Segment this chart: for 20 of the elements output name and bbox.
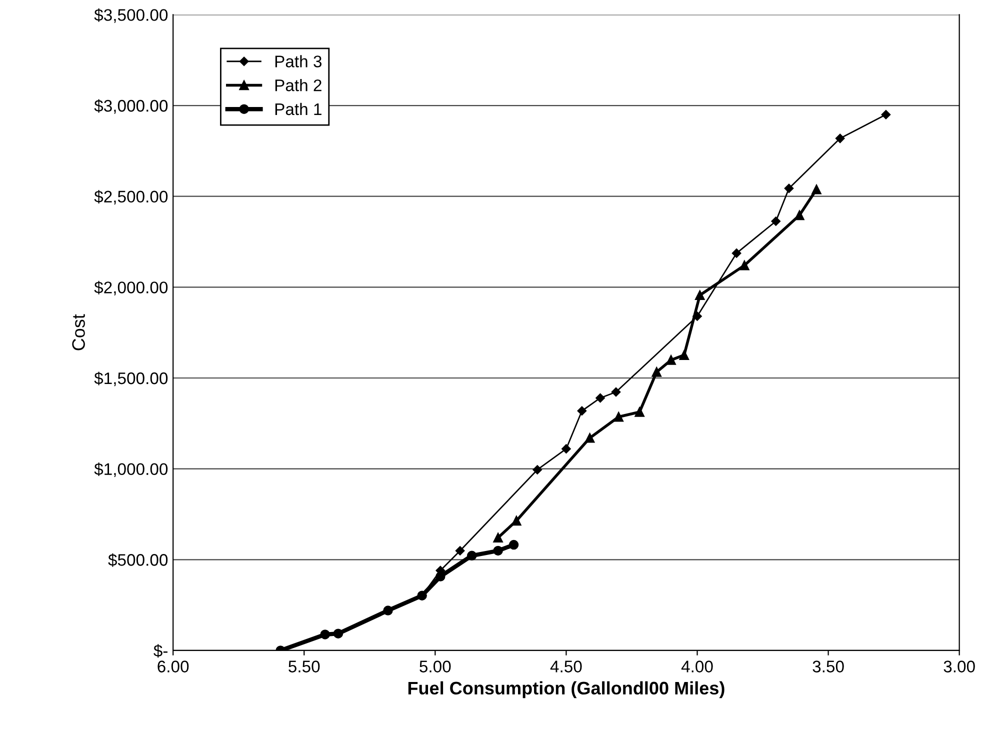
x-tick-label: 5.50 [288, 660, 320, 672]
x-tick-label: 6.00 [158, 660, 189, 672]
y-tick-label: $2,500.00 [94, 190, 168, 205]
y-tick-label: $- [154, 644, 168, 658]
x-tick-label: 4.00 [681, 660, 713, 672]
y-tick-label: $2,000.00 [94, 280, 168, 296]
x-tick-label: 4.50 [550, 660, 582, 672]
x-tick-label: 3.00 [944, 660, 975, 672]
y-tick-label: $500.00 [108, 553, 168, 567]
y-tick-label: $3,000.00 [94, 99, 168, 114]
y-tick-label: $3,500.00 [94, 8, 168, 23]
y-axis-title: Cost [72, 314, 85, 350]
legend-label: Path 1 [275, 102, 322, 116]
x-tick-label: 3.50 [812, 660, 844, 672]
legend-label: Path 3 [275, 55, 322, 68]
y-tick-label: $1,500.00 [94, 372, 168, 386]
y-tick-label: $1,000.00 [94, 462, 168, 477]
x-axis-title: Fuel Consumption (Gallondl00 Miles) [408, 681, 724, 698]
legend-label: Path 2 [275, 79, 322, 92]
x-tick-label: 5.00 [420, 660, 451, 672]
